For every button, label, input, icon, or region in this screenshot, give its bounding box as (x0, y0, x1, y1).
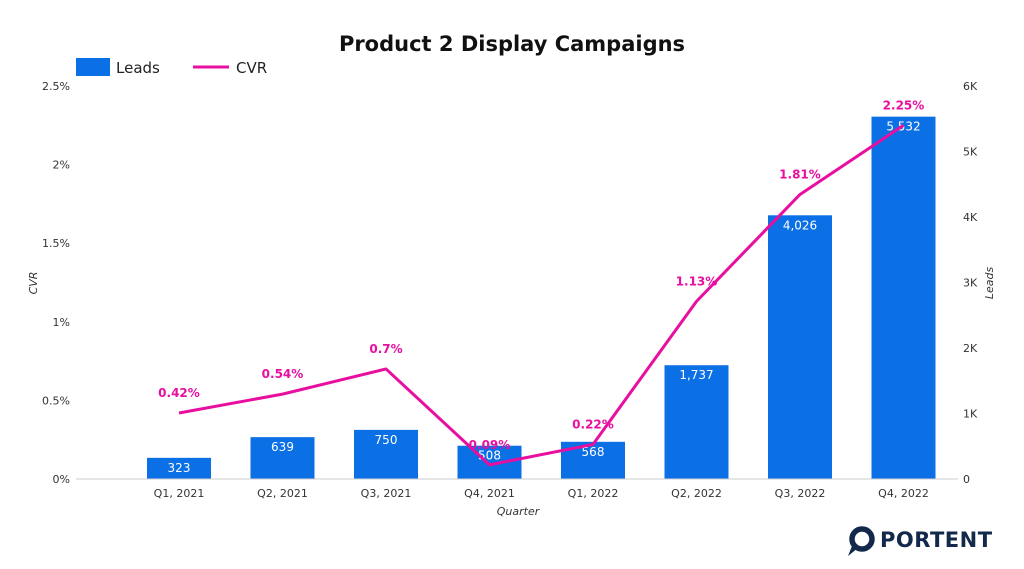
leads-bar (250, 437, 315, 479)
leads-bar (768, 215, 832, 479)
portent-ring-icon (848, 526, 875, 556)
left-axis-tick-label: 2% (53, 159, 70, 172)
leads-bar (354, 429, 418, 479)
right-axis-title: Leads (983, 267, 996, 300)
leads-bar-label: 1,737 (679, 368, 713, 382)
right-axis-tick-label: 0 (963, 473, 970, 486)
cvr-data-label: 0.22% (572, 417, 614, 431)
leads-bar-label: 4,026 (783, 218, 817, 232)
x-axis-tick-label: Q4, 2021 (464, 487, 515, 500)
left-axis-tick-label: 2.5% (42, 80, 70, 93)
right-axis-tick-label: 6K (963, 80, 978, 93)
x-axis-tick-label: Q1, 2021 (154, 487, 205, 500)
left-axis-tick-label: 1% (53, 316, 70, 329)
right-axis-tick-label: 5K (963, 146, 978, 159)
right-axis-tick-label: 1K (963, 408, 978, 421)
right-axis-tick-label: 3K (963, 277, 978, 290)
cvr-data-label: 1.81% (779, 167, 821, 181)
right-axis-tick-label: 4K (963, 211, 978, 224)
leads-bar (457, 445, 522, 479)
leads-bar-label: 323 (168, 461, 191, 475)
cvr-data-label: 0.7% (369, 342, 402, 356)
leads-bar-label: 750 (375, 433, 398, 447)
x-axis-title: Quarter (497, 505, 541, 518)
legend: Leads CVR (76, 58, 267, 77)
legend-label-cvr: CVR (236, 59, 267, 77)
leads-bar (147, 457, 211, 479)
legend-swatch-leads (76, 58, 110, 76)
logo-text: PORTENT (880, 528, 993, 552)
x-axis-tick-label: Q2, 2022 (671, 487, 722, 500)
cvr-data-label: 0.54% (262, 367, 304, 381)
leads-bar (664, 365, 729, 479)
left-axis-tick-label: 0% (53, 473, 70, 486)
left-axis-tick-label: 0.5% (42, 394, 70, 407)
cvr-data-label: 0.09% (469, 438, 511, 452)
chart-title: Product 2 Display Campaigns (339, 32, 685, 56)
cvr-data-label: 2.25% (883, 98, 925, 112)
x-axis-ticks: Q1, 2021 Q2, 2021 Q3, 2021 Q4, 2021 Q1, 2022… (154, 487, 929, 500)
left-axis-title: CVR (27, 272, 40, 295)
leads-bar (871, 116, 936, 480)
right-axis-tick-label: 2K (963, 342, 978, 355)
portent-logo: PORTENT (848, 526, 993, 556)
x-axis-tick-label: Q1, 2022 (568, 487, 619, 500)
right-axis-ticks: 0 1K 2K 3K 4K 5K 6K (963, 80, 978, 486)
cvr-line (178, 124, 905, 467)
leads-bar-label: 568 (582, 445, 605, 459)
x-axis-tick-label: Q2, 2021 (257, 487, 308, 500)
cvr-data-label: 1.13% (676, 274, 718, 288)
left-axis-tick-label: 1.5% (42, 237, 70, 250)
x-axis-tick-label: Q3, 2022 (775, 487, 826, 500)
x-axis-tick-label: Q4, 2022 (878, 487, 929, 500)
bars-group (147, 116, 936, 480)
left-axis-ticks: 0% 0.5% 1% 1.5% 2% 2.5% (42, 80, 70, 486)
legend-label-leads: Leads (116, 59, 160, 77)
cvr-data-label: 0.42% (158, 386, 200, 400)
x-axis-tick-label: Q3, 2021 (361, 487, 412, 500)
leads-bar-label: 639 (271, 440, 294, 454)
cvr-labels-group: 0.42% 0.54% 0.7% 0.09% 0.22% 1.13% 1.81% 2.25% (158, 98, 924, 452)
